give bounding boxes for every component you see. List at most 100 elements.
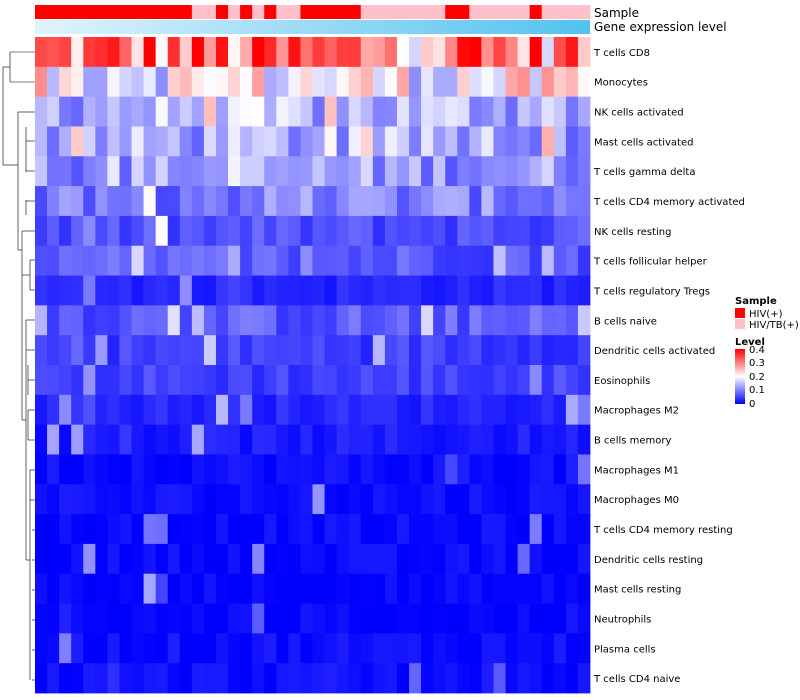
row-dendrogram (2, 51, 35, 681)
heatmap-cell (553, 573, 567, 604)
heatmap-cell (517, 573, 531, 604)
heatmap-cell (131, 663, 144, 694)
heatmap-cell (252, 543, 265, 575)
heatmap-cell (215, 156, 229, 187)
heatmap-cell (409, 126, 422, 157)
heatmap-cell (155, 484, 169, 515)
heatmap-cell (167, 37, 181, 68)
heatmap-cell (421, 126, 434, 157)
heatmap-cell (288, 633, 301, 664)
heatmap-cell (300, 454, 313, 485)
heatmap-cell (300, 573, 313, 604)
heatmap-cell (300, 514, 313, 545)
heatmap-cell (577, 156, 591, 187)
heatmap-cell (324, 275, 338, 306)
heatmap-cell (396, 484, 410, 515)
heatmap-cell (553, 126, 567, 157)
heatmap-cell (191, 543, 205, 575)
heatmap-cell (469, 275, 482, 306)
heatmap-cell (384, 633, 398, 664)
heatmap-cell (336, 245, 350, 276)
heatmap-cell (421, 305, 434, 336)
heatmap-cell (167, 603, 181, 634)
heatmap-cell (300, 275, 313, 306)
heatmap-cell (131, 633, 144, 664)
heatmap-cell (396, 543, 410, 575)
heatmap-cell (336, 66, 350, 98)
heatmap-cell (553, 156, 567, 187)
gene-expression-track (35, 20, 590, 34)
heatmap-cell (35, 424, 48, 455)
heatmap-cell (203, 394, 217, 426)
heatmap-cell (59, 603, 72, 634)
heatmap-cell (553, 454, 567, 485)
row-label: T cells CD4 memory resting (593, 525, 733, 536)
heatmap-cell (191, 305, 205, 336)
heatmap-cell (421, 633, 434, 664)
heatmap-cell (228, 663, 241, 694)
heatmap-cell (312, 66, 325, 98)
heatmap-cell (481, 484, 494, 515)
heatmap-cell (35, 66, 48, 98)
heatmap-cell (35, 394, 48, 426)
heatmap-cell (409, 514, 422, 545)
heatmap-cell (228, 215, 241, 247)
heatmap-cell (95, 454, 108, 485)
heatmap-cell (360, 66, 374, 98)
heatmap-cell (203, 126, 217, 157)
heatmap-cell (288, 245, 301, 276)
row-label: B cells memory (594, 436, 671, 447)
heatmap-cell (348, 394, 362, 426)
heatmap-cell (384, 484, 398, 515)
heatmap-cell (445, 573, 458, 604)
heatmap-cell (300, 305, 313, 336)
heatmap-cell (143, 365, 157, 396)
heatmap-cell (143, 186, 157, 217)
heatmap-cell (384, 543, 398, 575)
heatmap-cell (179, 454, 193, 485)
heatmap-cell (553, 424, 567, 455)
heatmap-cell (360, 454, 374, 485)
heatmap-cell (517, 603, 531, 634)
heatmap-cell (445, 96, 458, 127)
heatmap-cell (529, 573, 543, 604)
heatmap-cell (288, 514, 301, 545)
heatmap-cell (288, 365, 301, 396)
heatmap-cell (300, 245, 313, 276)
heatmap-cell (191, 633, 205, 664)
heatmap-cell (131, 484, 144, 515)
heatmap-cell (336, 573, 350, 604)
heatmap-cell (493, 215, 506, 247)
heatmap-cell (191, 484, 205, 515)
row-label: Dendritic cells activated (594, 346, 715, 357)
heatmap-cell (457, 156, 470, 187)
heatmap-cell (288, 275, 301, 306)
heatmap-cell (167, 96, 181, 127)
heatmap-cell (493, 663, 506, 694)
heatmap-cell (276, 186, 289, 217)
heatmap-cell (203, 454, 217, 485)
heatmap-cell (155, 215, 169, 247)
heatmap-cell (131, 335, 144, 366)
heatmap-cell (71, 305, 84, 336)
heatmap-cell (421, 245, 434, 276)
heatmap-cell (445, 484, 458, 515)
heatmap-cell (252, 96, 265, 127)
heatmap-cell (35, 186, 48, 217)
heatmap-cell (409, 305, 422, 336)
heatmap-cell (215, 126, 229, 157)
heatmap-cell (83, 603, 96, 634)
heatmap-cell (312, 37, 325, 68)
heatmap-cell (59, 394, 72, 426)
heatmap-cell (95, 603, 108, 634)
heatmap-cell (457, 663, 470, 694)
heatmap-cell (493, 424, 506, 455)
heatmap-cell (324, 365, 338, 396)
sample-annotation-cell (577, 5, 591, 19)
heatmap-cell (59, 424, 72, 455)
heatmap-cell (553, 394, 567, 426)
heatmap-cell (360, 126, 374, 157)
heatmap-cell (372, 633, 386, 664)
heatmap-cell (228, 126, 241, 157)
heatmap-cell (324, 394, 338, 426)
